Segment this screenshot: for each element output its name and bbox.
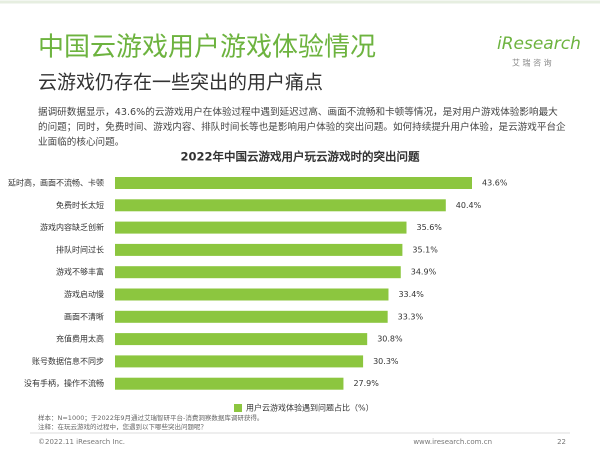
category-label: 画面不清晰 — [64, 311, 104, 321]
bar — [115, 333, 368, 346]
copyright: ©2022.11 iResearch Inc. — [38, 438, 125, 446]
body-text: 据调研数据显示，43.6%的云游戏用户在体验过程中遇到延迟过高、画面不流畅和卡顿… — [38, 107, 566, 148]
value-label: 34.9% — [411, 268, 437, 277]
category-label: 排队时间过长 — [56, 244, 104, 254]
bar — [115, 355, 364, 368]
value-label: 43.6% — [482, 179, 508, 188]
value-label: 35.6% — [416, 223, 442, 232]
footer-url: www.iresearch.com.cn — [413, 438, 492, 446]
value-label: 27.9% — [353, 379, 379, 388]
bar — [115, 310, 388, 323]
bar — [115, 199, 446, 212]
page-title: 中国云游戏用户游戏体验情况 — [38, 33, 376, 63]
value-label: 40.4% — [456, 201, 482, 210]
bar — [115, 243, 403, 256]
note: 注释：在玩云游戏的过程中，您遇到以下哪些突出问题呢？ — [38, 422, 207, 431]
category-label: 账号数据信息不同步 — [32, 356, 104, 366]
value-label: 33.3% — [398, 312, 424, 321]
page-number: 22 — [557, 438, 566, 446]
logo-sub: 艾 瑞 咨 询 — [512, 58, 552, 68]
bar — [115, 377, 344, 390]
category-label: 游戏内容缺乏创新 — [40, 222, 104, 232]
page-subtitle: 云游戏仍存在一些突出的用户痛点 — [38, 72, 323, 94]
bar — [115, 266, 401, 279]
bar — [115, 288, 389, 301]
legend-label: 用户云游戏体验遇到问题占比（%） — [246, 403, 374, 413]
category-label: 游戏不够丰富 — [56, 267, 104, 277]
category-label: 延时高，画面不流畅、卡顿 — [8, 178, 104, 188]
bar — [115, 221, 407, 234]
category-label: 免费时长太短 — [56, 200, 104, 210]
category-label: 没有手柄，操作不流畅 — [24, 378, 104, 388]
category-label: 游戏启动慢 — [64, 289, 104, 299]
note: 样本：N=1000；于2022年9月通过艾瑞智研平台-消费洞察数据库调研获得。 — [38, 413, 263, 422]
value-label: 35.1% — [412, 245, 438, 254]
bar — [115, 177, 472, 189]
value-label: 30.3% — [373, 357, 399, 366]
chart-title: 2022年中国云游戏用户玩云游戏时的突出问题 — [180, 150, 420, 164]
value-label: 30.8% — [377, 335, 403, 344]
category-label: 充值费用太高 — [56, 334, 104, 344]
value-label: 33.4% — [398, 290, 424, 299]
logo: iResearch — [497, 34, 581, 54]
legend-swatch — [234, 404, 242, 412]
